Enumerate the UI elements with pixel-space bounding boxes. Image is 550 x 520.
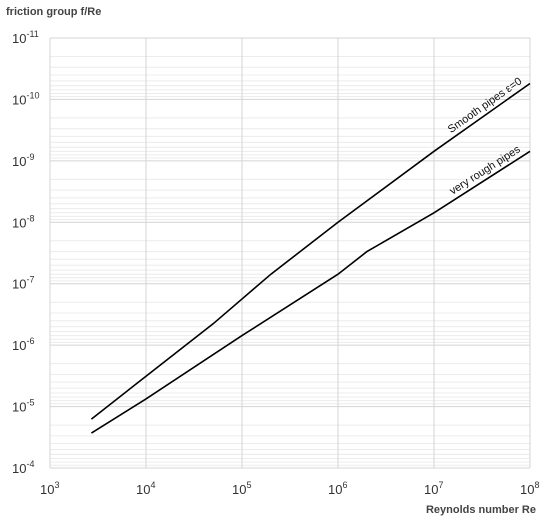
y-axis-title: friction group f/Re (6, 6, 102, 18)
y-tick-label: 10-11 (12, 29, 39, 46)
y-tick-label: 10-10 (12, 90, 39, 107)
x-tick-label: 108 (520, 480, 539, 497)
smooth-pipes-label: Smooth pipes ε=0 (446, 75, 525, 136)
minor-gridlines (50, 55, 530, 466)
x-tick-label: 105 (232, 480, 251, 497)
y-tick-label: 10-5 (12, 398, 34, 415)
y-tick-label: 10-8 (12, 213, 34, 230)
x-tick-label: 107 (424, 480, 443, 497)
rough-pipes-line (90, 150, 531, 434)
x-tick-label: 103 (40, 480, 59, 497)
y-tick-label: 10-4 (12, 459, 34, 476)
x-tick-label: 104 (136, 480, 155, 497)
y-tick-label: 10-6 (12, 336, 34, 353)
smooth-pipes-line (90, 82, 531, 420)
series-lines (90, 82, 531, 434)
y-tick-label: 10-9 (12, 152, 34, 169)
x-axis-title: Reynolds number Re (425, 504, 536, 516)
x-tick-label: 106 (328, 480, 347, 497)
major-gridlines (49, 37, 531, 469)
y-tick-label: 10-7 (12, 275, 34, 292)
